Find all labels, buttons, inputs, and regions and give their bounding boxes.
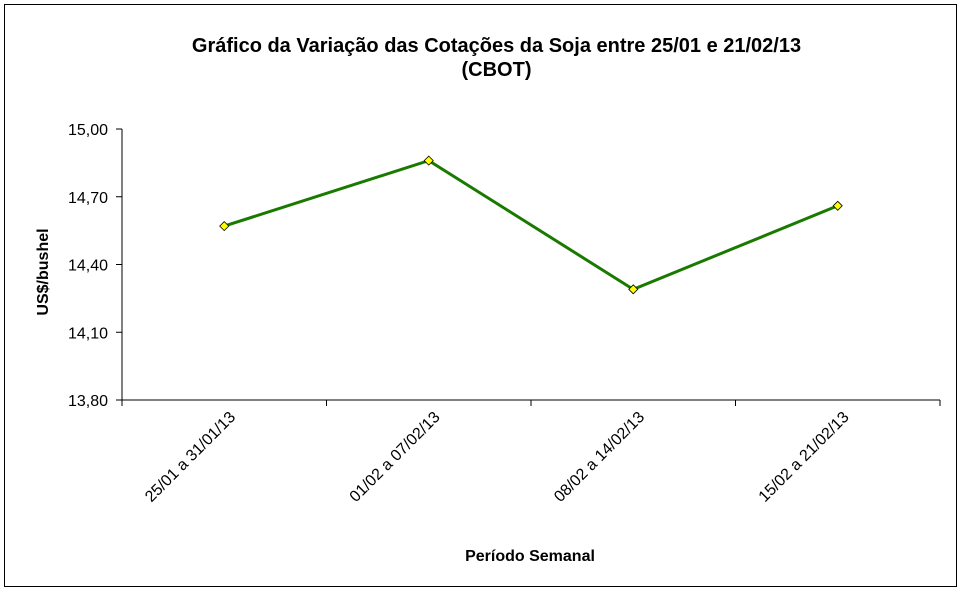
data-point-marker: [219, 221, 230, 232]
data-point-marker: [832, 200, 843, 211]
chart-title: Gráfico da Variação das Cotações da Soja…: [191, 35, 802, 57]
chart-frame: [4, 4, 957, 587]
x-axis-label: Período Semanal: [465, 548, 595, 565]
y-tick-label: 13,80: [68, 393, 108, 410]
data-point-marker: [628, 284, 639, 295]
x-tick-label: 01/02 a 07/02/13: [347, 409, 444, 506]
chart-title-block: Gráfico da Variação das Cotações da Soja…: [0, 34, 963, 82]
data-point-marker: [423, 155, 434, 166]
series-line: [223, 158, 839, 292]
y-tick-label: 14,70: [68, 190, 108, 207]
x-tick-label: 08/02 a 14/02/13: [551, 409, 648, 506]
x-tick-label: 25/01 a 31/01/13: [142, 409, 239, 506]
chart-subtitle: (CBOT): [461, 59, 532, 81]
y-tick-label: 15,00: [68, 122, 108, 139]
x-tick-label: 15/02 a 21/02/13: [756, 409, 853, 506]
y-tick-label: 14,40: [68, 258, 108, 275]
y-tick-label: 14,10: [68, 325, 108, 342]
